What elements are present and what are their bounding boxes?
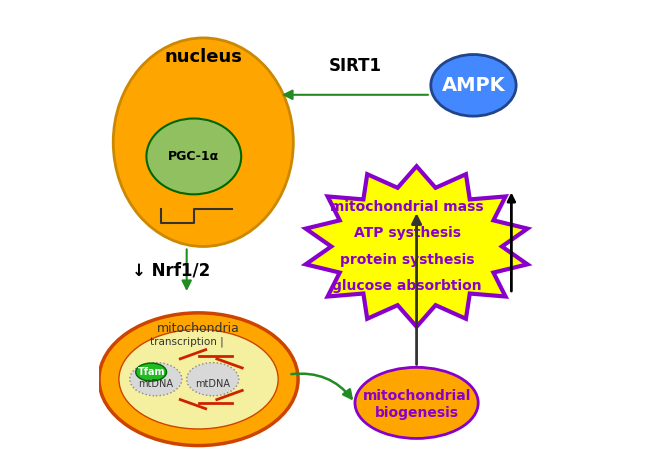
Polygon shape (306, 166, 528, 327)
Text: glucose absorbtion: glucose absorbtion (332, 279, 482, 292)
Text: transcription |: transcription | (150, 336, 224, 346)
Text: SIRT1: SIRT1 (329, 57, 382, 75)
Text: protein systhesis: protein systhesis (340, 253, 474, 266)
Text: biogenesis: biogenesis (374, 406, 458, 420)
Text: mtDNA: mtDNA (196, 379, 230, 389)
Text: nucleus: nucleus (165, 48, 242, 66)
Text: ↓ Nrf1/2: ↓ Nrf1/2 (132, 261, 210, 279)
Ellipse shape (113, 38, 294, 246)
Text: mitochondria: mitochondria (157, 322, 240, 335)
Ellipse shape (136, 363, 167, 381)
Ellipse shape (119, 329, 278, 429)
Ellipse shape (187, 363, 239, 396)
Text: mtDNA: mtDNA (138, 379, 173, 389)
Text: AMPK: AMPK (442, 76, 505, 95)
Ellipse shape (431, 55, 516, 116)
Ellipse shape (146, 118, 241, 194)
Ellipse shape (99, 313, 298, 446)
Text: ATP systhesis: ATP systhesis (353, 227, 460, 240)
Text: mitochondrial mass: mitochondrial mass (330, 201, 484, 214)
Text: Tfam: Tfam (137, 367, 165, 377)
Text: PGC-1α: PGC-1α (168, 150, 220, 163)
Ellipse shape (130, 363, 182, 396)
Ellipse shape (355, 367, 478, 438)
Text: mitochondrial: mitochondrial (362, 389, 471, 403)
